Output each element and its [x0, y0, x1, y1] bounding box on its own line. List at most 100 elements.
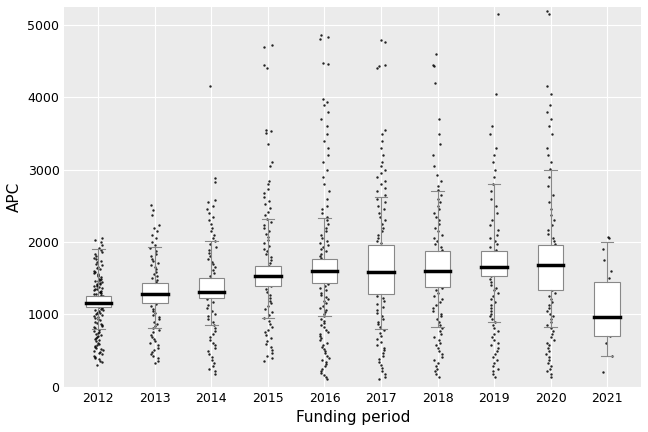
Point — [210, 345, 220, 352]
Point — [97, 311, 107, 318]
Point — [323, 60, 333, 67]
Point — [264, 320, 275, 327]
Point — [323, 108, 333, 115]
Point — [491, 202, 502, 209]
Point — [210, 327, 220, 334]
Point — [323, 267, 334, 274]
Point — [492, 290, 503, 297]
Point — [150, 264, 160, 271]
Point — [150, 309, 160, 316]
Point — [320, 224, 330, 231]
Point — [372, 292, 382, 299]
Point — [91, 338, 102, 345]
Point — [378, 224, 388, 231]
Point — [320, 283, 330, 289]
Point — [429, 210, 439, 216]
Point — [320, 348, 330, 355]
Point — [319, 324, 329, 331]
Point — [321, 359, 331, 365]
Point — [152, 228, 162, 235]
Point — [321, 123, 332, 130]
Point — [435, 278, 446, 285]
Point — [89, 315, 100, 322]
Point — [544, 293, 555, 300]
Point — [316, 367, 327, 374]
Point — [95, 317, 105, 324]
Point — [376, 333, 387, 340]
Point — [374, 210, 384, 216]
Point — [147, 290, 157, 297]
Point — [93, 314, 104, 321]
Point — [431, 342, 441, 349]
Point — [376, 181, 386, 187]
Point — [543, 152, 553, 159]
Point — [374, 359, 384, 365]
Point — [259, 194, 270, 200]
Point — [208, 330, 218, 337]
Point — [435, 281, 446, 288]
Point — [91, 319, 102, 326]
Point — [97, 292, 108, 299]
Point — [146, 288, 157, 295]
Point — [433, 345, 443, 352]
Point — [89, 270, 99, 276]
Point — [380, 272, 391, 279]
Point — [319, 137, 329, 144]
Point — [95, 276, 106, 283]
Point — [152, 277, 163, 284]
Point — [487, 217, 497, 224]
Point — [434, 220, 445, 227]
Point — [203, 302, 213, 308]
Point — [318, 311, 329, 318]
Point — [264, 177, 274, 184]
Point — [544, 199, 554, 206]
Point — [204, 210, 214, 216]
Point — [91, 256, 101, 263]
Point — [97, 284, 107, 291]
Point — [93, 278, 103, 285]
Point — [202, 348, 213, 355]
Point — [380, 251, 390, 258]
Point — [90, 324, 100, 331]
Point — [151, 247, 161, 254]
Point — [261, 251, 272, 258]
Point — [604, 235, 614, 242]
Point — [90, 336, 100, 343]
Point — [204, 247, 214, 254]
Point — [153, 260, 163, 267]
Point — [89, 287, 100, 294]
Point — [150, 338, 160, 345]
Point — [432, 202, 443, 209]
Point — [373, 321, 383, 328]
Point — [94, 350, 104, 357]
Point — [148, 307, 158, 314]
Point — [485, 130, 495, 137]
Point — [378, 344, 389, 351]
Point — [378, 278, 389, 285]
Point — [93, 272, 104, 279]
Point — [319, 313, 329, 320]
Point — [150, 241, 160, 248]
Point — [323, 145, 333, 152]
Point — [203, 281, 214, 288]
Point — [372, 173, 382, 180]
Point — [95, 357, 106, 364]
Point — [492, 365, 503, 372]
Point — [154, 314, 164, 321]
Point — [380, 127, 390, 133]
Point — [487, 322, 498, 329]
Point — [486, 278, 496, 285]
Point — [379, 184, 389, 191]
Point — [148, 224, 159, 231]
Point — [376, 246, 386, 253]
Point — [97, 351, 107, 358]
Point — [146, 211, 157, 218]
Point — [90, 330, 100, 337]
Bar — [199, 278, 224, 298]
Point — [97, 322, 108, 329]
Point — [207, 261, 218, 268]
Point — [377, 353, 388, 360]
Point — [434, 228, 444, 235]
Point — [149, 336, 159, 343]
Point — [321, 339, 332, 346]
